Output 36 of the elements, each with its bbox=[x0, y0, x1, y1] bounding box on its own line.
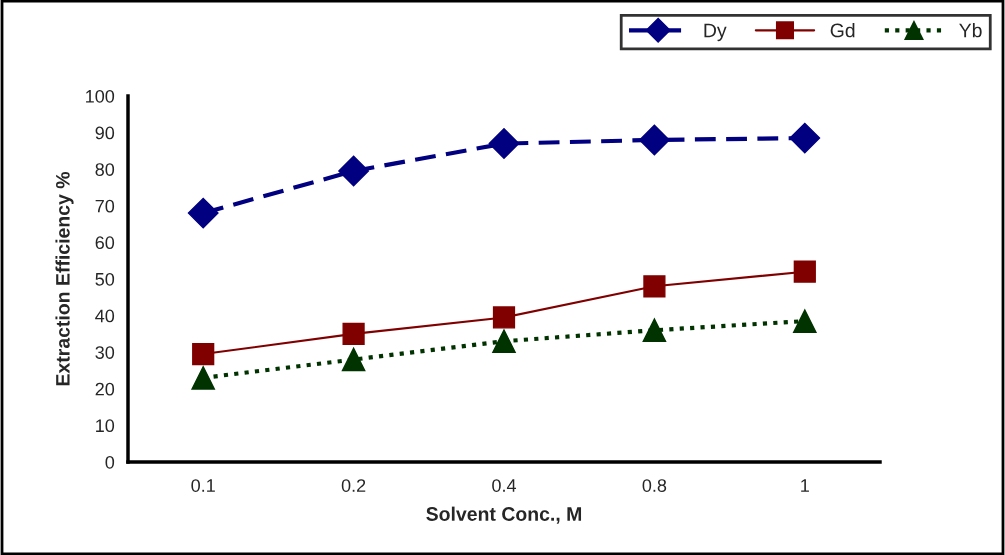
x-tick-label: 0.2 bbox=[341, 479, 366, 492]
y-tick-label: 50 bbox=[95, 272, 115, 286]
y-tick-label: 90 bbox=[95, 126, 115, 140]
y-tick-label: 20 bbox=[95, 382, 115, 396]
point bbox=[338, 155, 370, 187]
point bbox=[642, 318, 667, 343]
point bbox=[789, 122, 821, 154]
legend-label: Dy bbox=[704, 23, 727, 42]
legend-label: Yb bbox=[959, 23, 982, 38]
point bbox=[492, 329, 516, 354]
point bbox=[638, 124, 670, 156]
point bbox=[492, 306, 516, 329]
y-tick-label: 10 bbox=[96, 419, 115, 433]
point bbox=[792, 309, 817, 333]
point bbox=[187, 197, 219, 229]
point bbox=[341, 347, 366, 372]
legend-label: Gd bbox=[830, 23, 855, 38]
x-tick-label: 1 bbox=[801, 479, 809, 492]
y-tick-label: 40 bbox=[95, 309, 115, 323]
x-tick-label: 0.8 bbox=[642, 479, 667, 492]
point bbox=[488, 128, 520, 160]
x-axis-title: Solvent Conc., M bbox=[426, 506, 582, 524]
y-tick-label: 30 bbox=[95, 346, 115, 359]
y-tick-label: 100 bbox=[86, 89, 115, 103]
x-tick-label: 0.4 bbox=[492, 479, 517, 492]
point bbox=[643, 275, 666, 298]
y-tick-label: 80 bbox=[95, 163, 115, 176]
point bbox=[192, 342, 215, 366]
y-tick-label: 60 bbox=[95, 236, 115, 250]
y-tick-label: 0 bbox=[105, 455, 115, 469]
y-tick-label: 70 bbox=[95, 199, 115, 213]
x-tick-label: 0.1 bbox=[191, 479, 215, 492]
y-axis-title: Extraction Efficiency % bbox=[55, 171, 74, 386]
point bbox=[191, 366, 216, 390]
point bbox=[793, 260, 816, 283]
point bbox=[342, 322, 365, 346]
